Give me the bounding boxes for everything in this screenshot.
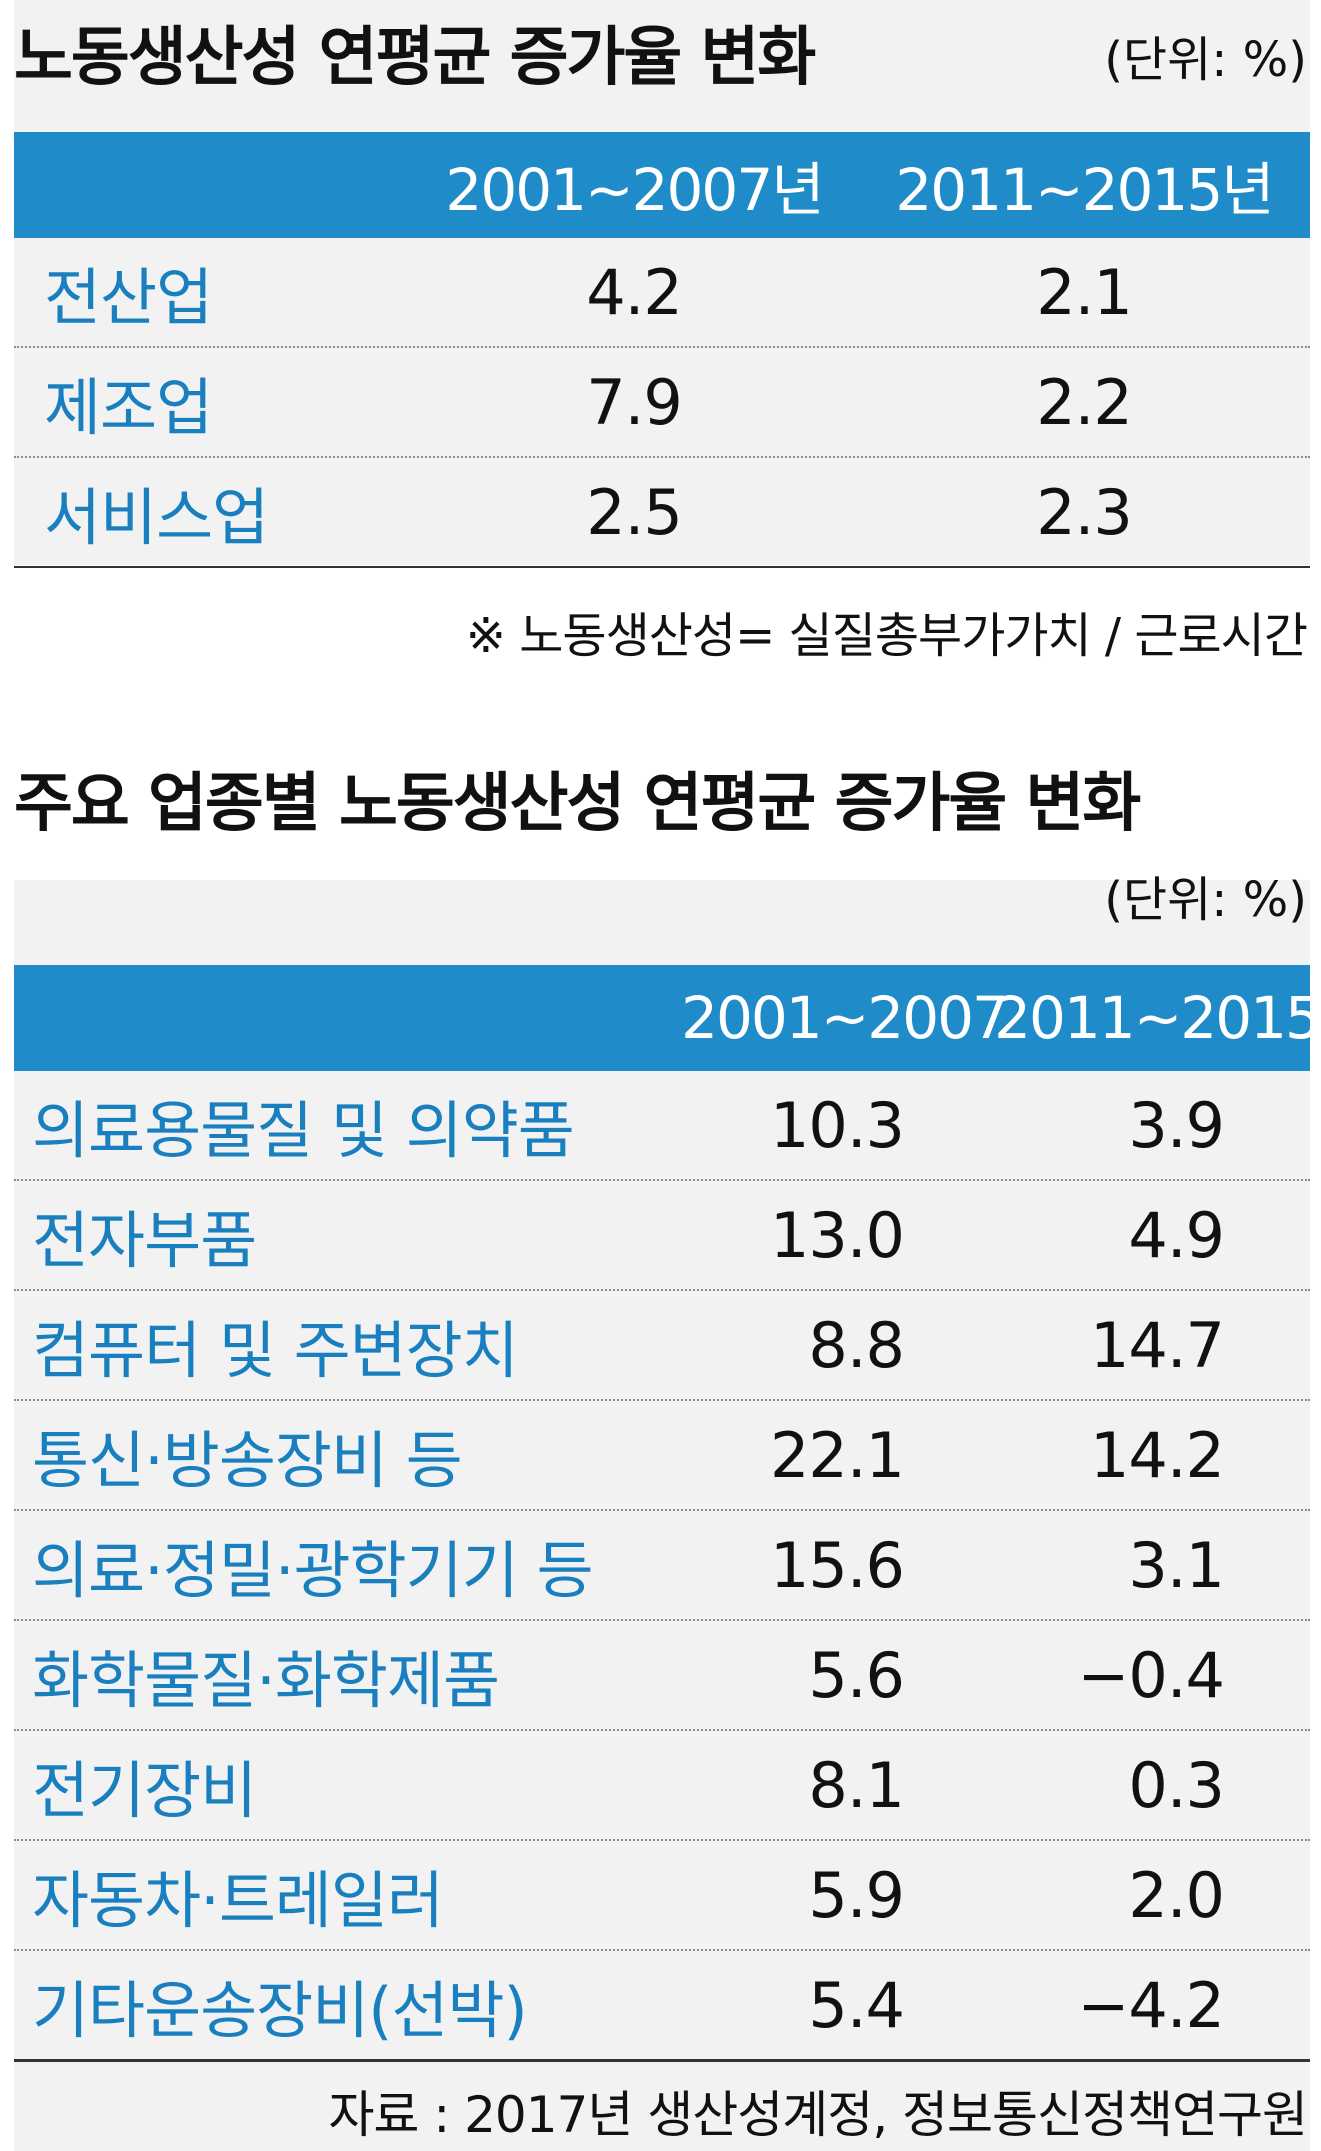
row-label: 의료·정밀·광학기기 등	[32, 1534, 593, 1607]
table-row: 전자부품 13.0 4.9	[14, 1181, 1310, 1291]
row-label: 통신·방송장비 등	[32, 1424, 463, 1497]
table2-title: 주요 업종별 노동생산성 연평균 증가율 변화	[14, 767, 1141, 841]
row-value-2001-2007: 8.1	[808, 1748, 905, 1822]
row-value-2011-2015: 2.0	[1128, 1858, 1225, 1932]
table-row: 통신·방송장비 등 22.1 14.2	[14, 1401, 1310, 1511]
row-value-2001-2007: 10.3	[769, 1088, 905, 1162]
table1-panel	[14, 0, 1310, 565]
table-row: 서비스업 2.5 2.3	[14, 458, 1310, 568]
table-row: 전기장비 8.1 0.3	[14, 1731, 1310, 1841]
source-note: 자료 : 2017년 생산성계정, 정보통신정책연구원	[328, 2086, 1308, 2144]
table1-col-2011-2015: 2011~2015년	[895, 156, 1274, 224]
row-value-2011-2015: 14.2	[1089, 1418, 1225, 1492]
table-row: 컴퓨터 및 주변장치 8.8 14.7	[14, 1291, 1310, 1401]
row-value-2001-2007: 2.5	[586, 475, 683, 549]
row-label: 자동차·트레일러	[32, 1864, 444, 1937]
table1-col-2001-2007: 2001~2007년	[445, 156, 824, 224]
table2: 2001~2007 2011~2015 의료용물질 및 의약품 10.3 3.9…	[14, 965, 1321, 2062]
table2-col-2011-2015: 2011~2015	[994, 984, 1321, 1052]
row-label: 의료용물질 및 의약품	[32, 1094, 575, 1167]
table2-panel	[14, 880, 1310, 2151]
table-row: 전산업 4.2 2.1	[14, 238, 1310, 348]
row-value-2011-2015: 4.9	[1128, 1198, 1225, 1272]
row-value-2001-2007: 4.2	[586, 255, 683, 329]
row-label: 서비스업	[44, 481, 269, 554]
row-label: 전산업	[44, 261, 213, 334]
table-row: 제조업 7.9 2.2	[14, 348, 1310, 458]
row-value-2011-2015: 3.9	[1128, 1088, 1225, 1162]
row-value-2001-2007: 15.6	[769, 1528, 905, 1602]
row-value-2011-2015: 3.1	[1128, 1528, 1225, 1602]
row-value-2011-2015: 14.7	[1089, 1308, 1225, 1382]
row-label: 기타운송장비(선박)	[32, 1974, 528, 2047]
table-row: 의료용물질 및 의약품 10.3 3.9	[14, 1071, 1310, 1181]
row-value-2001-2007: 5.4	[808, 1968, 905, 2042]
row-value-2011-2015: −0.4	[1077, 1638, 1225, 1712]
table1: 2001~2007년 2011~2015년 전산업 4.2 2.1 제조업 7.…	[14, 132, 1310, 568]
table-row: 기타운송장비(선박) 5.4 −4.2	[14, 1951, 1310, 2062]
row-label: 컴퓨터 및 주변장치	[32, 1314, 519, 1387]
row-value-2001-2007: 8.8	[808, 1308, 905, 1382]
row-value-2001-2007: 5.6	[808, 1638, 905, 1712]
row-value-2011-2015: 2.1	[1036, 255, 1133, 329]
row-label: 화학물질·화학제품	[32, 1644, 500, 1717]
table-row: 화학물질·화학제품 5.6 −0.4	[14, 1621, 1310, 1731]
table2-col-2001-2007: 2001~2007	[681, 984, 1009, 1052]
row-value-2011-2015: −4.2	[1077, 1968, 1225, 2042]
table-row: 의료·정밀·광학기기 등 15.6 3.1	[14, 1511, 1310, 1621]
row-value-2001-2007: 7.9	[586, 365, 683, 439]
table1-footnote: ※ 노동생산성= 실질총부가가치 / 근로시간	[465, 608, 1308, 664]
table1-unit: (단위: %)	[1104, 32, 1307, 88]
table-row: 자동차·트레일러 5.9 2.0	[14, 1841, 1310, 1951]
row-label: 제조업	[44, 371, 213, 444]
table1-title: 노동생산성 연평균 증가율 변화	[14, 21, 816, 95]
row-label: 전자부품	[32, 1204, 257, 1277]
row-value-2001-2007: 22.1	[769, 1418, 905, 1492]
row-value-2011-2015: 2.2	[1036, 365, 1133, 439]
table2-header: 2001~2007 2011~2015	[14, 965, 1321, 1071]
row-value-2001-2007: 5.9	[808, 1858, 905, 1932]
table1-header: 2001~2007년 2011~2015년	[14, 132, 1310, 238]
row-value-2001-2007: 13.0	[769, 1198, 905, 1272]
row-value-2011-2015: 0.3	[1128, 1748, 1225, 1822]
table2-unit: (단위: %)	[1104, 872, 1307, 928]
row-label: 전기장비	[32, 1754, 257, 1827]
row-value-2011-2015: 2.3	[1036, 475, 1133, 549]
